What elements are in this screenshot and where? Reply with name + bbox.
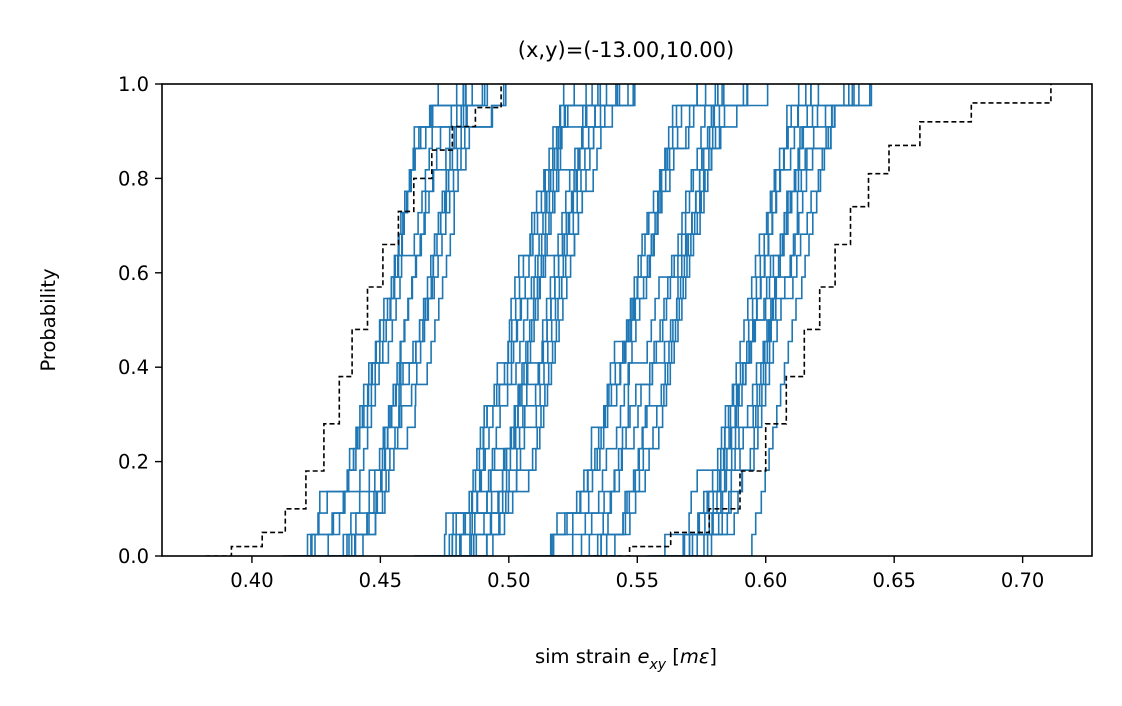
x-tick-label: 0.50 — [487, 569, 530, 592]
x-tick-label: 0.40 — [230, 569, 273, 592]
y-tick-label: 0.2 — [118, 451, 149, 474]
ecdf-step-line — [583, 84, 745, 556]
x-tick-label: 0.55 — [616, 569, 659, 592]
x-axis-label-subscript: xy — [648, 657, 666, 673]
ecdf-step-line — [414, 84, 602, 556]
envelope-upper-line — [593, 84, 1052, 556]
x-tick-label: 0.45 — [359, 569, 402, 592]
ecdf-step-line — [514, 84, 698, 556]
envelope-lower-line — [205, 84, 502, 556]
x-axis-label-unit-open: [ — [666, 645, 680, 668]
x-tick-label: 0.70 — [1001, 569, 1044, 592]
y-tick-label: 0.6 — [118, 262, 149, 285]
plot-frame — [161, 83, 1093, 557]
ecdf-step-line — [593, 84, 717, 556]
ecdf-step-line — [683, 84, 854, 556]
y-axis: 0.0 0.2 0.4 0.6 0.8 1.0 — [118, 73, 162, 568]
ecdf-step-line — [311, 84, 507, 556]
y-tick-label: 0.4 — [118, 356, 149, 379]
y-tick-label: 0.8 — [118, 167, 149, 190]
ecdf-step-line — [473, 84, 599, 556]
x-tick-label: 0.60 — [744, 569, 787, 592]
ecdf-step-line — [662, 84, 871, 556]
ecdf-step-line — [601, 84, 725, 556]
ecdf-step-line — [443, 84, 565, 556]
y-tick-label: 1.0 — [118, 73, 149, 96]
chart-title: (x,y)=(-13.00,10.00) — [518, 38, 734, 62]
ecdf-step-line — [439, 84, 629, 556]
ecdf-step-line — [327, 84, 489, 556]
ecdf-step-line — [414, 84, 587, 556]
x-tick-label: 0.65 — [872, 569, 915, 592]
x-axis: 0.40 0.45 0.50 0.55 0.60 0.65 0.70 — [230, 556, 1044, 592]
ecdf-step-line — [720, 84, 855, 556]
x-axis-label-unit: mε — [680, 645, 710, 668]
ecdf-step-line — [648, 84, 812, 556]
x-axis-label-prefix: sim strain — [535, 645, 638, 668]
x-axis-label: sim strain exy [mε] — [535, 645, 717, 673]
ecdf-step-line — [652, 84, 850, 556]
ecdf-series-group — [282, 84, 873, 556]
y-tick-label: 0.0 — [118, 545, 149, 568]
ecdf-step-line — [470, 84, 634, 556]
y-axis-label: Probability — [37, 268, 60, 371]
x-axis-label-variable: e — [637, 645, 649, 668]
ecdf-step-line — [677, 84, 820, 556]
envelope-group — [205, 84, 1052, 556]
ecdf-step-line — [326, 84, 505, 556]
ecdf-step-line — [293, 84, 467, 556]
x-axis-label-unit-close: ] — [709, 645, 717, 668]
